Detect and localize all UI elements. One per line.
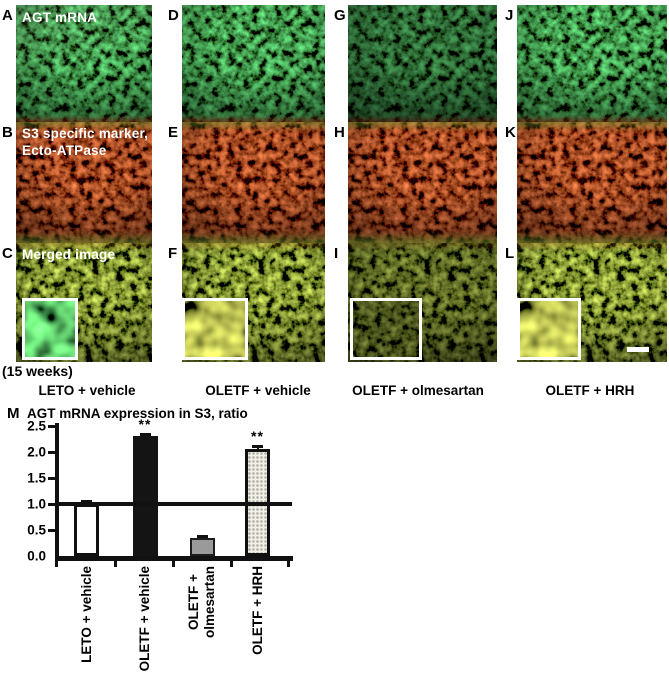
panel-E-image	[182, 122, 325, 243]
reference-line	[55, 502, 292, 506]
significance-stars: **	[251, 427, 264, 444]
bar-white	[74, 504, 99, 556]
row3-channel-label: Merged image	[22, 247, 116, 262]
error-bar-cap	[81, 499, 92, 503]
x-tick	[55, 561, 58, 567]
panel-letter-E: E	[168, 124, 179, 141]
panel-F-image	[182, 243, 325, 362]
x-category-label: OLETF + HRH	[249, 566, 265, 655]
y-axis	[55, 423, 59, 561]
panel-letter-K: K	[505, 124, 516, 141]
panel-G-image	[348, 5, 497, 122]
x-axis	[55, 556, 293, 561]
bar-black	[132, 436, 158, 556]
y-tick	[48, 528, 55, 532]
column-label: OLETF + HRH	[545, 383, 635, 398]
panel-F-inset	[182, 298, 248, 360]
panel-letter-I: I	[334, 245, 339, 262]
panel-letter-L: L	[505, 245, 515, 262]
panel-letter-G: G	[334, 7, 346, 24]
panel-H-image	[348, 122, 497, 243]
error-bar-cap	[139, 433, 151, 437]
x-tick	[287, 561, 290, 567]
significance-stars: **	[138, 415, 152, 432]
x-category-label: LETO + vehicle	[78, 566, 94, 663]
panel-I-inset	[350, 298, 422, 360]
panel-letter-D: D	[168, 7, 179, 24]
y-tick	[48, 424, 55, 428]
panel-L-image	[517, 243, 667, 362]
y-tick-label: 2.0	[27, 444, 46, 460]
scale-bar	[627, 347, 649, 352]
row1-channel-label: AGT mRNA	[22, 10, 98, 25]
x-category-label: OLETF + vehicle	[137, 566, 152, 672]
panel-letter-J: J	[505, 7, 514, 24]
y-tick-label: 1.0	[27, 496, 46, 512]
chart-panel-letter: M	[7, 405, 20, 422]
x-tick	[114, 561, 117, 567]
panel-J-image	[517, 5, 667, 122]
timepoint-label: (15 weeks)	[2, 363, 73, 379]
x-tick	[230, 561, 233, 567]
y-tick-label: 0.0	[27, 548, 46, 564]
bar-gray	[189, 537, 215, 556]
panel-I-image	[348, 243, 497, 362]
y-tick-label: 2.5	[27, 418, 46, 434]
x-tick	[172, 561, 175, 567]
panel-letter-F: F	[168, 245, 178, 262]
panel-K-image	[517, 122, 667, 243]
error-bar-cap	[252, 445, 263, 449]
row2-channel-label-line2: Ecto-ATPase	[22, 143, 107, 158]
error-bar-cap	[196, 534, 208, 538]
panel-letter-H: H	[334, 124, 345, 141]
panel-L-inset	[517, 298, 581, 360]
panel-D-image	[182, 5, 325, 122]
column-label: LETO + vehicle	[38, 383, 136, 398]
column-label: OLETF + olmesartan	[352, 383, 484, 398]
panel-letter-B: B	[2, 124, 13, 141]
row2-channel-label-line1: S3 specific marker,	[22, 126, 149, 141]
y-tick	[48, 450, 55, 454]
y-tick-label: 1.5	[27, 470, 46, 486]
panel-letter-C: C	[2, 245, 13, 262]
x-category-label: OLETF + olmesartan	[186, 566, 217, 639]
y-tick-label: 0.5	[27, 522, 46, 538]
y-tick	[48, 476, 55, 480]
panel-letter-A: A	[2, 7, 13, 24]
column-label: OLETF + vehicle	[205, 383, 311, 398]
chart-title: AGT mRNA expression in S3, ratio	[27, 406, 248, 421]
y-tick	[48, 502, 55, 506]
panel-C-inset	[22, 298, 78, 360]
